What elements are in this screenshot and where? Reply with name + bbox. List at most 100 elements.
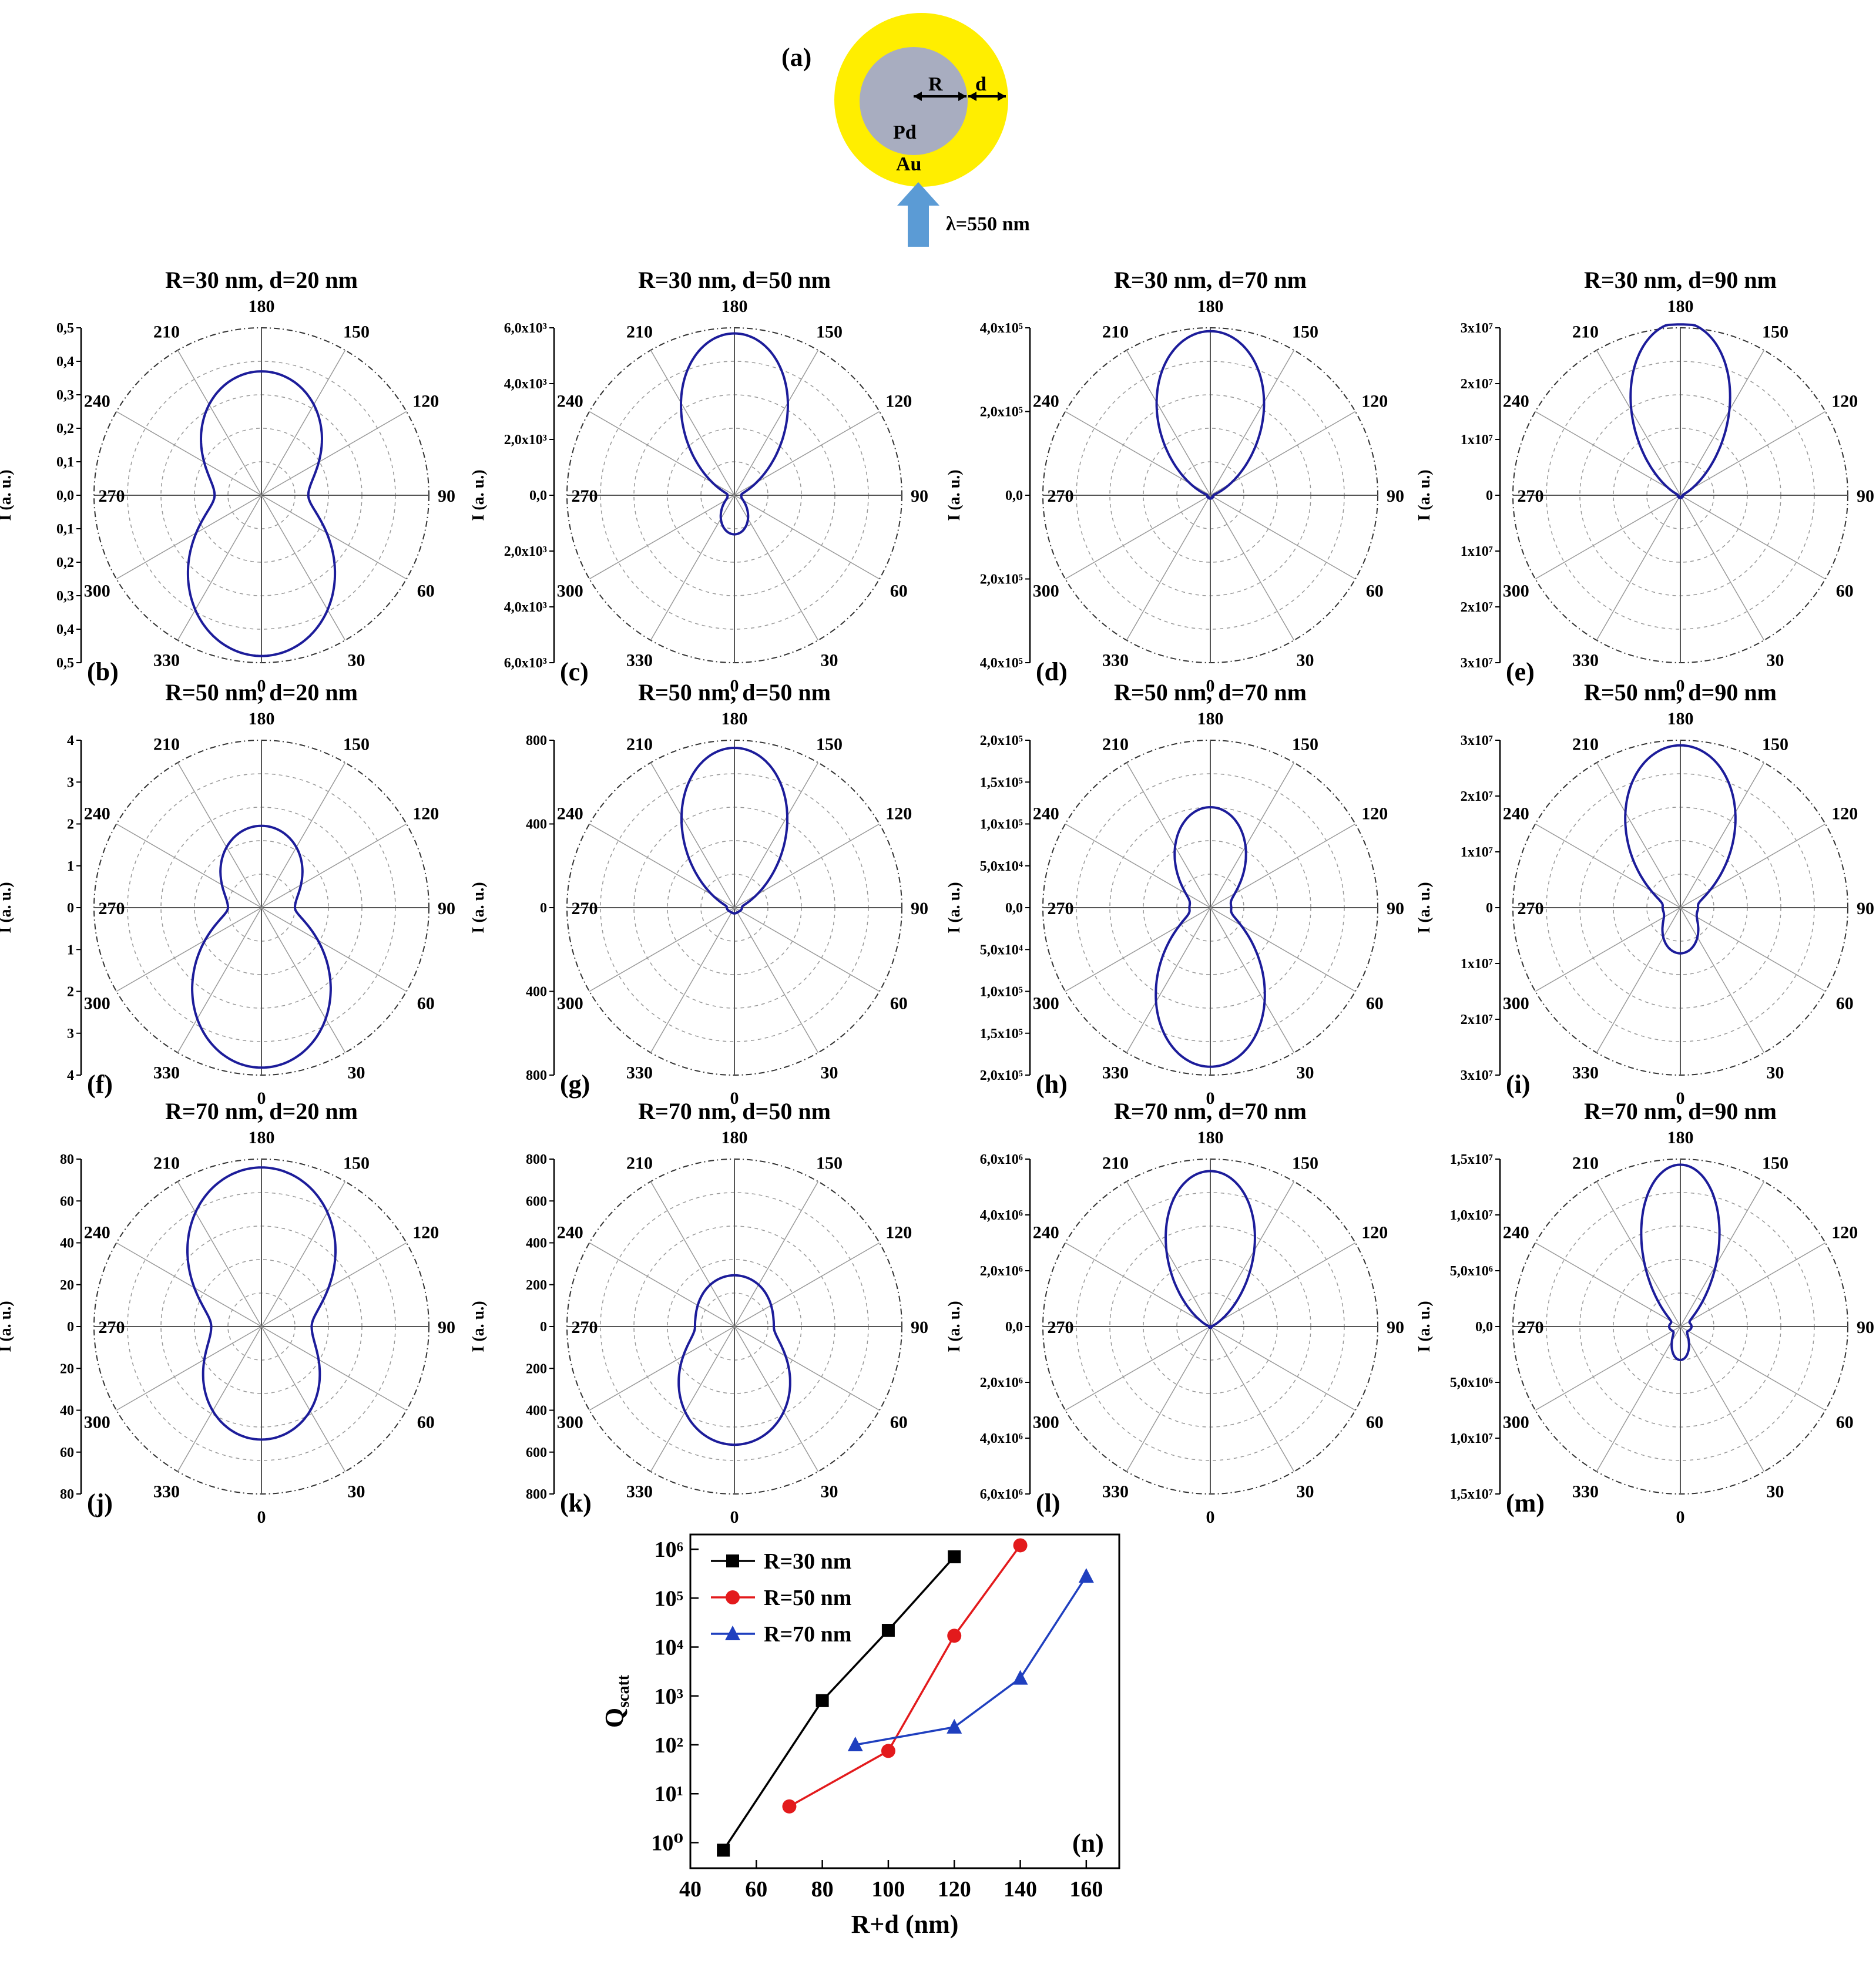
polar-angle-label: 270 <box>99 1318 125 1337</box>
polar-angle-label: 270 <box>572 899 598 918</box>
y-axis-label-main: Q <box>600 1708 629 1728</box>
polar-spoke <box>1210 411 1356 496</box>
polar-spoke <box>1535 1242 1681 1327</box>
polar-spoke <box>1680 907 1826 992</box>
polar-angle-label: 150 <box>816 734 843 754</box>
polar-angle-label: 180 <box>1667 1128 1694 1147</box>
polar-radial-tick-label: 4,0x10⁶ <box>980 1431 1023 1446</box>
polar-spoke <box>650 1326 735 1472</box>
polar-angle-label: 240 <box>84 392 110 411</box>
data-point-triangle <box>1012 1670 1028 1685</box>
polar-radial-tick-label: 1 <box>67 942 74 958</box>
polar-radial-tick-label: 3x10⁷ <box>1461 1068 1493 1083</box>
polar-spoke <box>650 762 735 908</box>
polar-angle-label: 270 <box>1518 899 1544 918</box>
polar-spoke <box>1596 907 1681 1053</box>
polar-angle-label: 240 <box>1503 804 1529 824</box>
polar-title: R=50 nm, d=90 nm <box>1584 679 1777 706</box>
polar-radial-tick-label: 600 <box>526 1445 547 1460</box>
polar-radial-tick-label: 4 <box>67 1068 74 1083</box>
polar-spoke <box>116 1242 262 1327</box>
y-tick-label: 10³ <box>655 1684 683 1709</box>
polar-ylabel: I (a. u.) <box>469 469 488 521</box>
polar-angle-label: 240 <box>1033 392 1059 411</box>
polar-angle-label: 300 <box>557 994 583 1013</box>
polar-radial-tick-label: 0 <box>1486 901 1493 916</box>
polar-angle-label: 30 <box>821 1482 838 1502</box>
polar-spoke <box>261 1326 407 1411</box>
polar-angle-label: 0 <box>1676 1089 1685 1108</box>
polar-radial-tick-label: 0,0 <box>56 488 74 503</box>
core-material-label: Pd <box>893 122 917 143</box>
polar-angle-label: 30 <box>1297 651 1314 670</box>
polar-radial-tick-label: 0,5 <box>56 321 74 336</box>
polar-radial-tick-label: 800 <box>526 1152 547 1167</box>
polar-radial-tick-label: 1,5x10⁵ <box>980 775 1023 790</box>
polar-radial-tick-label: 4,0x10⁵ <box>980 656 1023 671</box>
polar-spoke <box>1065 907 1211 992</box>
polar-radial-tick-label: 1,0x10⁵ <box>980 985 1023 1000</box>
polar-pattern-curve <box>680 746 788 915</box>
polar-spoke <box>116 823 262 908</box>
plot-frame <box>689 1533 1120 1869</box>
polar-radial-tick-label: 1,0x10⁷ <box>1450 1208 1493 1223</box>
polar-radial-tick-label: 800 <box>526 733 547 748</box>
polar-radial-tick-label: 0,4 <box>56 622 74 637</box>
polar-spoke <box>1065 495 1211 580</box>
polar-ylabel: I (a. u.) <box>945 882 964 933</box>
polar-spoke <box>116 411 262 496</box>
polar-title: R=70 nm, d=70 nm <box>1114 1098 1307 1124</box>
series-line <box>788 1544 1021 1808</box>
polar-angle-label: 150 <box>343 1153 370 1173</box>
polar-angle-label: 300 <box>1033 994 1059 1013</box>
polar-angle-label: 300 <box>1033 1413 1059 1432</box>
polar-angle-label: 120 <box>412 392 439 411</box>
polar-pattern-curve <box>1640 1163 1721 1361</box>
polar-radial-tick-label: 2,0x10⁵ <box>980 572 1023 587</box>
polar-angle-label: 270 <box>1048 1318 1074 1337</box>
polar-radial-tick-label: 5,0x10⁶ <box>1450 1375 1493 1391</box>
polar-ylabel: I (a. u.) <box>1415 882 1434 933</box>
polar-title: R=30 nm, d=20 nm <box>165 267 358 293</box>
polar-angle-label: 120 <box>885 804 912 824</box>
polar-spoke <box>261 1326 346 1472</box>
polar-radial-tick-label: 3x10⁷ <box>1461 733 1493 748</box>
schematic-panel-label: (a) <box>781 43 811 72</box>
polar-angle-label: 60 <box>417 1413 435 1432</box>
polar-panel-label: (l) <box>1036 1489 1061 1517</box>
polar-angle-label: 210 <box>1572 1153 1599 1173</box>
polar-title: R=30 nm, d=50 nm <box>638 267 831 293</box>
polar-angle-label: 330 <box>1102 1482 1129 1502</box>
polar-spoke <box>261 823 407 908</box>
polar-radial-tick-label: 1x10⁷ <box>1461 432 1493 448</box>
polar-spoke <box>177 762 262 908</box>
polar-radial-tick-label: 4,0x10⁶ <box>980 1208 1023 1223</box>
polar-plot-5: R=50 nm, d=50 nm030609012015018021024027… <box>469 679 928 1108</box>
polar-angle-label: 150 <box>816 1153 843 1173</box>
polar-angle-label: 30 <box>348 651 365 670</box>
polar-spoke <box>1210 907 1356 992</box>
polar-angle-label: 60 <box>417 994 435 1013</box>
y-tick-label: 10⁴ <box>655 1636 684 1660</box>
polar-angle-label: 90 <box>1387 1318 1404 1337</box>
polar-radial-tick-label: 4 <box>67 733 74 748</box>
polar-angle-label: 90 <box>438 899 455 918</box>
polar-angle-label: 120 <box>885 1223 912 1243</box>
polar-radial-tick-label: 2,0x10³ <box>504 432 547 448</box>
polar-spoke <box>1535 1326 1681 1411</box>
polar-angle-label: 120 <box>1361 804 1388 824</box>
polar-radial-tick-label: 2,0x10⁶ <box>980 1264 1023 1279</box>
polar-spoke <box>1065 1242 1211 1327</box>
polar-radial-tick-label: 2 <box>67 817 74 832</box>
polar-angle-label: 240 <box>84 804 110 824</box>
polar-radial-tick-label: 2 <box>67 985 74 1000</box>
polar-plot-6: R=50 nm, d=70 nm030609012015018021024027… <box>945 679 1404 1108</box>
polar-radial-tick-label: 0,3 <box>56 589 74 604</box>
polar-spoke <box>1065 823 1211 908</box>
polar-radial-tick-label: 400 <box>526 1403 547 1419</box>
thickness-label: d <box>975 73 986 95</box>
polar-angle-label: 0 <box>257 1507 266 1527</box>
polar-radial-tick-label: 5,0x10⁴ <box>980 942 1023 958</box>
polar-angle-label: 270 <box>1518 1318 1544 1337</box>
series-line <box>722 1556 955 1851</box>
